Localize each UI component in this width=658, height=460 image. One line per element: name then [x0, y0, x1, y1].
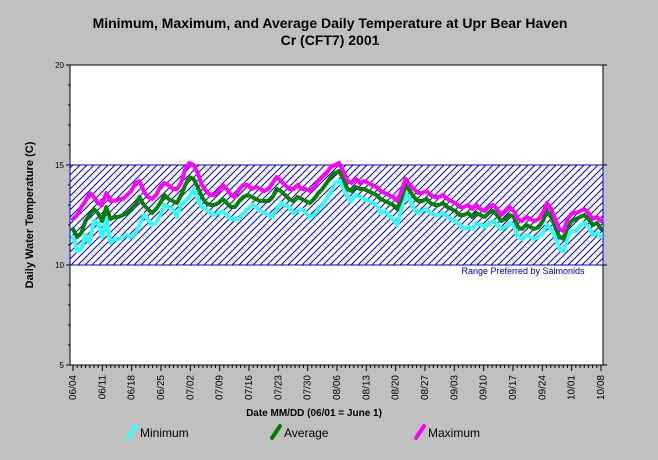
y-tick-label: 5 — [60, 361, 65, 370]
x-tick-label: 10/01 — [567, 375, 578, 400]
x-tick-label: 07/09 — [215, 375, 226, 400]
y-axis: 5 10 15 20 — [55, 61, 607, 370]
chart-title-line-2: Cr (CFT7) 2001 — [281, 32, 380, 48]
x-tick-label: 08/27 — [420, 375, 431, 400]
x-tick-label: 07/16 — [244, 375, 255, 400]
y-axis-label: Daily Water Temperature (C) — [24, 141, 36, 288]
x-tick-label: 07/30 — [303, 375, 314, 400]
x-tick-label: 06/04 — [68, 375, 79, 400]
x-tick-label: 07/23 — [273, 375, 284, 400]
chart-title-line-1: Minimum, Maximum, and Average Daily Temp… — [93, 15, 568, 31]
legend-swatch-maximum — [414, 424, 426, 440]
x-tick-label: 10/08 — [596, 375, 607, 400]
x-axis: 06/04 06/11 06/18 06/25 07/02 07/09 07/16 07/23… — [68, 365, 607, 400]
legend-swatch-average — [270, 424, 282, 440]
x-tick-label: 08/06 — [332, 375, 343, 400]
preferred-range-band — [69, 164, 604, 266]
legend-swatch-minimum — [126, 424, 138, 440]
y-tick-label: 15 — [55, 161, 64, 170]
x-tick-label: 06/11 — [97, 375, 108, 400]
y-tick-label: 10 — [55, 261, 64, 270]
x-tick-label: 09/10 — [479, 375, 490, 400]
x-tick-label: 09/17 — [508, 375, 519, 400]
series-line-minimum — [71, 179, 603, 253]
x-tick-label: 08/13 — [361, 375, 372, 400]
legend-label-maximum: Maximum — [428, 426, 480, 440]
x-tick-label: 09/24 — [537, 375, 548, 400]
series-line-maximum — [71, 161, 603, 233]
legend: Minimum Average Maximum — [126, 424, 480, 440]
x-tick-label: 09/03 — [449, 375, 460, 400]
x-tick-label: 08/20 — [391, 375, 402, 400]
x-tick-label: 07/02 — [185, 375, 196, 400]
preferred-range-label: Range Preferred by Salmonids — [461, 266, 585, 276]
legend-label-average: Average — [284, 426, 329, 440]
series-line-average — [71, 169, 603, 241]
x-axis-label: Date MM/DD (06/01 = June 1) — [246, 408, 382, 419]
series-layer — [71, 161, 603, 253]
y-tick-label: 20 — [55, 61, 64, 70]
x-tick-label: 06/25 — [156, 375, 167, 400]
x-tick-label: 06/18 — [127, 375, 138, 400]
legend-label-minimum: Minimum — [140, 426, 189, 440]
